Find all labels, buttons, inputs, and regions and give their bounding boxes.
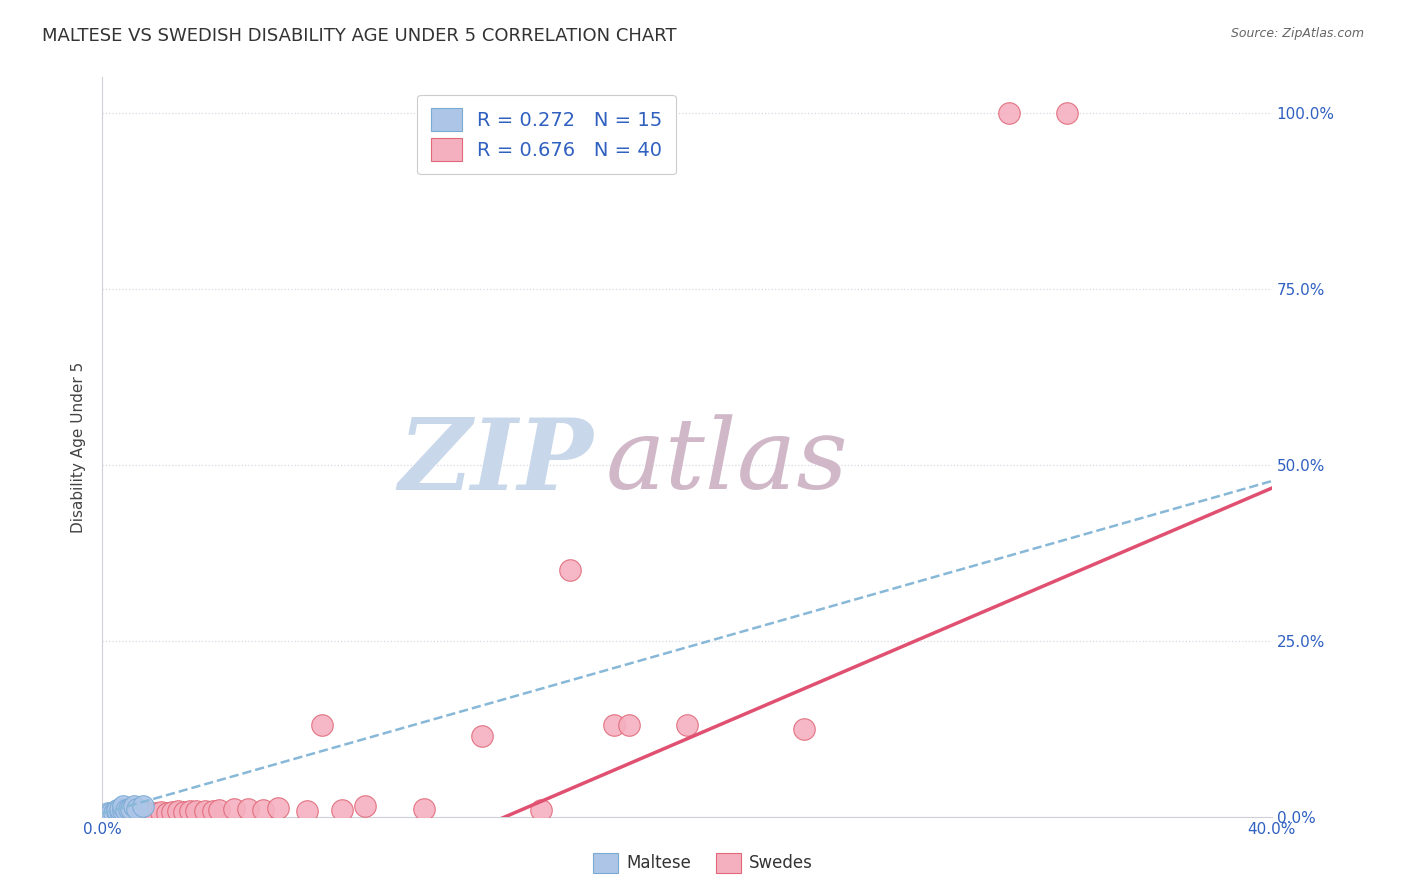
Point — [676, 718, 699, 732]
Point — [127, 807, 149, 822]
Point — [354, 799, 377, 814]
Point — [330, 803, 353, 817]
Point — [530, 803, 553, 817]
Point — [108, 805, 131, 819]
Point — [120, 807, 142, 822]
Point — [138, 805, 160, 820]
Point — [202, 804, 225, 818]
Point — [162, 805, 184, 819]
Point — [114, 807, 136, 822]
Text: Source: ZipAtlas.com: Source: ZipAtlas.com — [1230, 27, 1364, 40]
Point — [471, 729, 494, 743]
Point — [412, 801, 434, 815]
Text: atlas: atlas — [605, 415, 848, 509]
Text: ZIP: ZIP — [398, 414, 593, 510]
Point — [793, 722, 815, 736]
Y-axis label: Disability Age Under 5: Disability Age Under 5 — [72, 361, 86, 533]
Point — [103, 806, 125, 821]
Point — [295, 805, 318, 819]
Point — [179, 805, 201, 819]
Legend: Maltese, Swedes: Maltese, Swedes — [586, 847, 820, 880]
Point — [252, 803, 274, 817]
Point — [311, 718, 333, 732]
Legend: R = 0.272   N = 15, R = 0.676   N = 40: R = 0.272 N = 15, R = 0.676 N = 40 — [418, 95, 676, 175]
Point — [193, 805, 215, 819]
Point — [208, 803, 231, 817]
Point — [103, 808, 125, 822]
Point — [173, 805, 195, 819]
Point — [617, 718, 640, 732]
Point — [238, 801, 260, 815]
Point — [603, 718, 626, 732]
Point — [155, 805, 177, 820]
Point — [135, 806, 157, 821]
Text: MALTESE VS SWEDISH DISABILITY AGE UNDER 5 CORRELATION CHART: MALTESE VS SWEDISH DISABILITY AGE UNDER … — [42, 27, 676, 45]
Point — [132, 799, 155, 814]
Point — [105, 808, 128, 822]
Point — [105, 805, 128, 819]
Point — [108, 801, 131, 815]
Point — [997, 105, 1019, 120]
Point — [114, 803, 136, 817]
Point — [167, 805, 190, 819]
Point — [1056, 105, 1078, 120]
Point — [124, 807, 146, 822]
Point — [97, 806, 120, 821]
Point — [111, 808, 134, 822]
Point — [100, 806, 122, 821]
Point — [111, 799, 134, 814]
Point — [105, 803, 128, 817]
Point — [124, 799, 146, 814]
Point — [117, 801, 139, 815]
Point — [222, 802, 245, 816]
Point — [558, 564, 581, 578]
Point — [120, 801, 142, 815]
Point — [111, 803, 134, 817]
Point — [143, 805, 166, 820]
Point — [129, 806, 152, 821]
Point — [266, 801, 288, 815]
Point — [149, 805, 172, 819]
Point — [97, 808, 120, 822]
Point — [184, 804, 207, 818]
Point — [127, 801, 149, 815]
